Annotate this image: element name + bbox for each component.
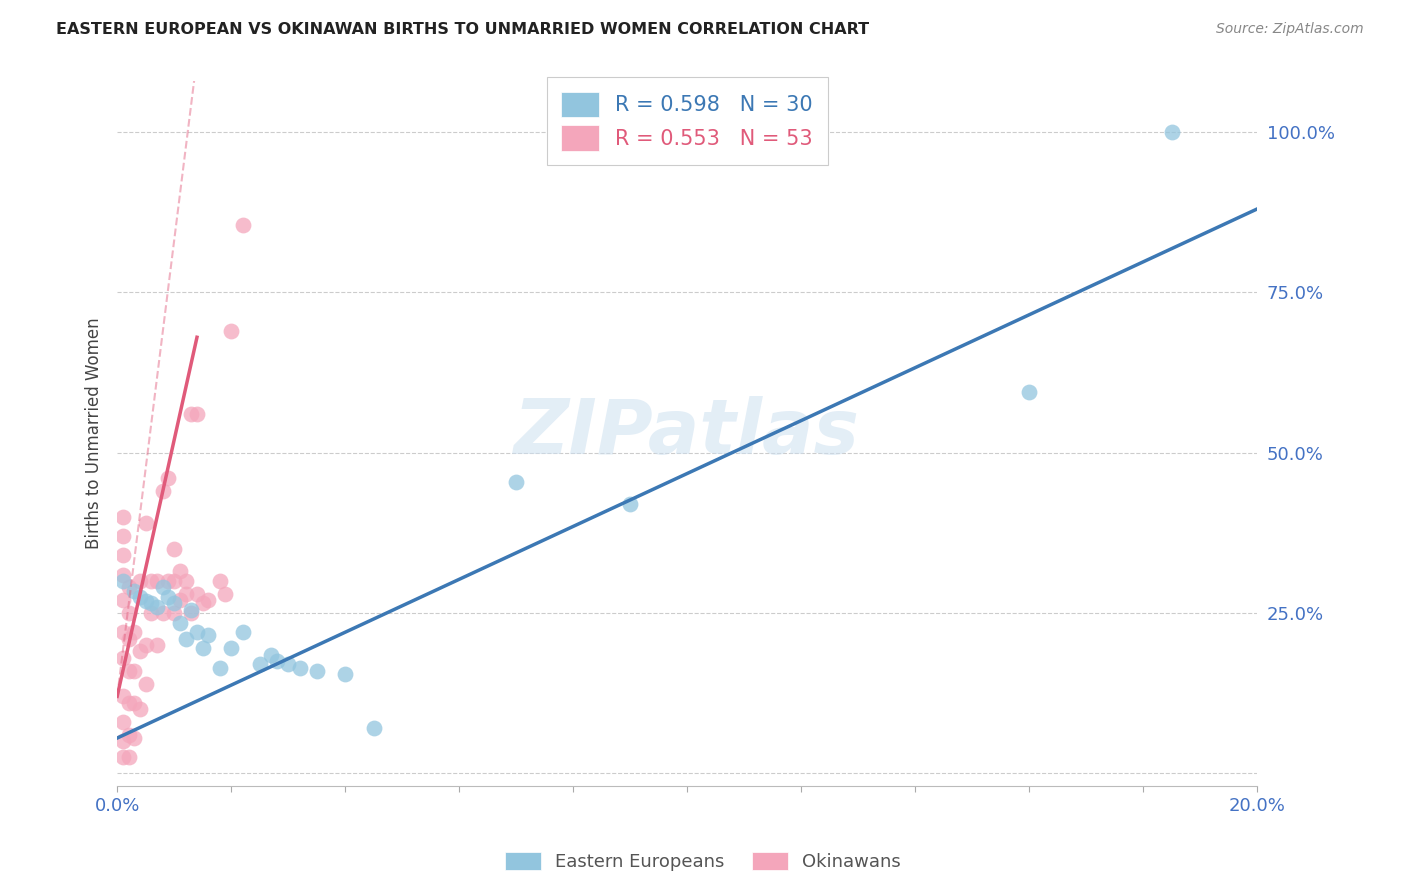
Point	[111, 714, 134, 729]
Point	[1160, 125, 1182, 139]
Point	[505, 475, 527, 489]
Point	[111, 529, 134, 543]
Point	[146, 599, 169, 614]
Point	[186, 587, 208, 601]
Point	[169, 615, 191, 630]
Point	[186, 625, 208, 640]
Point	[163, 596, 186, 610]
Point	[208, 574, 231, 588]
Point	[157, 590, 180, 604]
Point	[111, 549, 134, 563]
Legend: R = 0.598   N = 30, R = 0.553   N = 53: R = 0.598 N = 30, R = 0.553 N = 53	[547, 77, 828, 165]
Point	[152, 580, 174, 594]
Point	[111, 690, 134, 704]
Point	[219, 641, 242, 656]
Point	[157, 471, 180, 485]
Point	[124, 696, 146, 710]
Point	[111, 734, 134, 748]
Point	[124, 583, 146, 598]
Point	[129, 574, 152, 588]
Point	[169, 593, 191, 607]
Point	[186, 407, 208, 421]
Point	[180, 407, 202, 421]
Point	[129, 644, 152, 658]
Point	[135, 594, 157, 608]
Point	[163, 606, 186, 620]
Point	[117, 664, 139, 678]
Point	[117, 606, 139, 620]
Point	[174, 632, 197, 646]
Point	[117, 632, 139, 646]
Point	[124, 664, 146, 678]
Point	[111, 750, 134, 764]
Point	[197, 593, 219, 607]
Point	[305, 664, 328, 678]
Point	[169, 564, 191, 578]
Point	[180, 606, 202, 620]
Legend: Eastern Europeans, Okinawans: Eastern Europeans, Okinawans	[498, 845, 908, 879]
Point	[117, 728, 139, 742]
Point	[249, 657, 271, 672]
Point	[111, 509, 134, 524]
Point	[277, 657, 299, 672]
Point	[152, 484, 174, 499]
Point	[111, 651, 134, 665]
Point	[163, 574, 186, 588]
Point	[111, 567, 134, 582]
Point	[111, 574, 134, 588]
Point	[117, 750, 139, 764]
Point	[111, 593, 134, 607]
Point	[141, 596, 163, 610]
Point	[152, 606, 174, 620]
Point	[117, 696, 139, 710]
Point	[111, 625, 134, 640]
Point	[333, 667, 356, 681]
Y-axis label: Births to Unmarried Women: Births to Unmarried Women	[86, 318, 103, 549]
Point	[135, 638, 157, 652]
Point	[1018, 384, 1040, 399]
Point	[288, 660, 311, 674]
Point	[191, 596, 214, 610]
Point	[135, 676, 157, 690]
Point	[129, 590, 152, 604]
Text: ZIPatlas: ZIPatlas	[515, 396, 860, 470]
Point	[266, 654, 288, 668]
Text: Source: ZipAtlas.com: Source: ZipAtlas.com	[1216, 22, 1364, 37]
Point	[141, 606, 163, 620]
Text: EASTERN EUROPEAN VS OKINAWAN BIRTHS TO UNMARRIED WOMEN CORRELATION CHART: EASTERN EUROPEAN VS OKINAWAN BIRTHS TO U…	[56, 22, 869, 37]
Point	[141, 574, 163, 588]
Point	[208, 660, 231, 674]
Point	[180, 603, 202, 617]
Point	[117, 580, 139, 594]
Point	[232, 218, 254, 232]
Point	[232, 625, 254, 640]
Point	[197, 628, 219, 642]
Point	[146, 574, 169, 588]
Point	[124, 625, 146, 640]
Point	[214, 587, 236, 601]
Point	[174, 574, 197, 588]
Point	[157, 574, 180, 588]
Point	[619, 497, 641, 511]
Point	[124, 731, 146, 745]
Point	[163, 541, 186, 556]
Point	[191, 641, 214, 656]
Point	[260, 648, 283, 662]
Point	[135, 516, 157, 531]
Point	[174, 587, 197, 601]
Point	[146, 638, 169, 652]
Point	[219, 324, 242, 338]
Point	[129, 702, 152, 716]
Point	[363, 722, 385, 736]
